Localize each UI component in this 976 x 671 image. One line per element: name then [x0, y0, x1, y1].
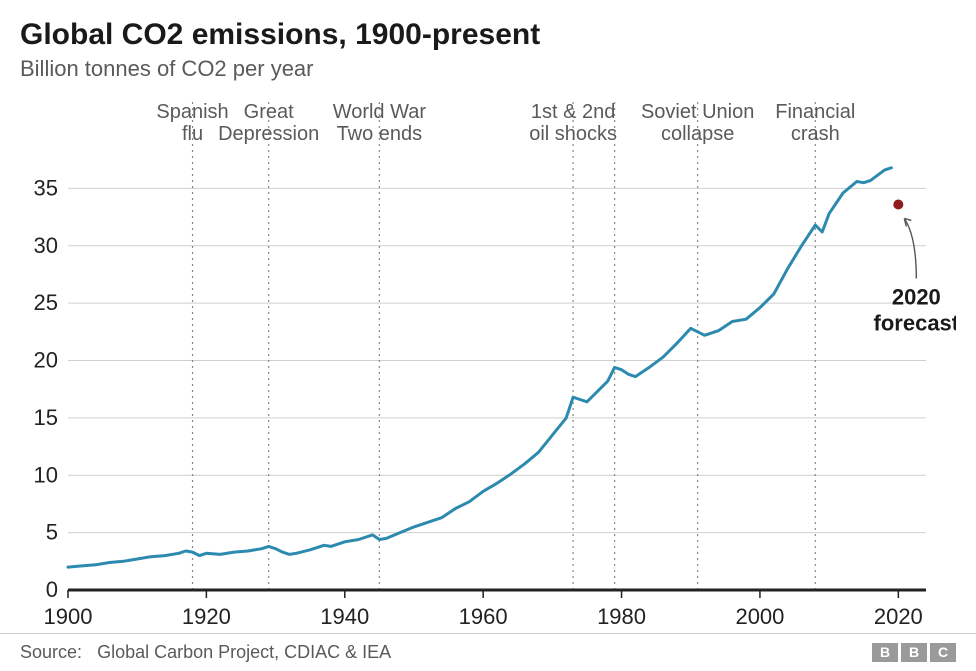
bbc-logo-c: C: [930, 643, 956, 662]
x-tick-label: 1980: [597, 604, 646, 629]
y-tick-label: 5: [46, 520, 58, 545]
y-tick-label: 30: [34, 233, 58, 258]
chart-subtitle: Billion tonnes of CO2 per year: [20, 56, 956, 82]
y-tick-label: 15: [34, 405, 58, 430]
source-text: Global Carbon Project, CDIAC & IEA: [97, 642, 391, 662]
source-label: Source:: [20, 642, 82, 662]
line-chart-svg: 0 5 10 15 20 25 30 35 Spanishflu GreatDepression W…: [20, 94, 956, 634]
bbc-logo-b2: B: [901, 643, 927, 662]
event-label: crash: [791, 123, 840, 145]
event-label: Great: [244, 101, 294, 123]
event-label: World War: [333, 101, 427, 123]
x-tick-label: 1960: [459, 604, 508, 629]
forecast-point: [893, 199, 903, 209]
event-label: Depression: [218, 123, 319, 145]
event-label: 1st & 2nd: [531, 101, 616, 123]
y-tick-label: 35: [34, 175, 58, 200]
x-tick-label: 1900: [44, 604, 93, 629]
y-tick-label: 10: [34, 462, 58, 487]
x-tick-label: 1920: [182, 604, 231, 629]
forecast-label-line1: 2020: [892, 284, 941, 309]
y-tick-label: 20: [34, 348, 58, 373]
event-label: Two ends: [337, 123, 423, 145]
bbc-logo: B B C: [872, 643, 956, 662]
x-tick-label: 2020: [874, 604, 923, 629]
chart-area: 0 5 10 15 20 25 30 35 Spanishflu GreatDepression W…: [20, 94, 956, 634]
event-label: Financial: [775, 101, 855, 123]
event-label: oil shocks: [529, 123, 617, 145]
x-tick-label: 2000: [735, 604, 784, 629]
event-label: collapse: [661, 123, 734, 145]
emissions-line: [68, 168, 891, 567]
chart-title: Global CO2 emissions, 1900-present: [20, 18, 956, 52]
event-label: Soviet Union: [641, 101, 754, 123]
source: Source: Global Carbon Project, CDIAC & I…: [20, 642, 391, 663]
forecast-label-line2: forecast: [874, 310, 956, 335]
footer: Source: Global Carbon Project, CDIAC & I…: [0, 633, 976, 671]
event-label: flu: [182, 123, 203, 145]
forecast-arrow: [904, 218, 916, 278]
y-tick-label: 0: [46, 577, 58, 602]
bbc-logo-b1: B: [872, 643, 898, 662]
x-tick-label: 1940: [320, 604, 369, 629]
y-tick-label: 25: [34, 290, 58, 315]
event-label: Spanish: [156, 101, 228, 123]
